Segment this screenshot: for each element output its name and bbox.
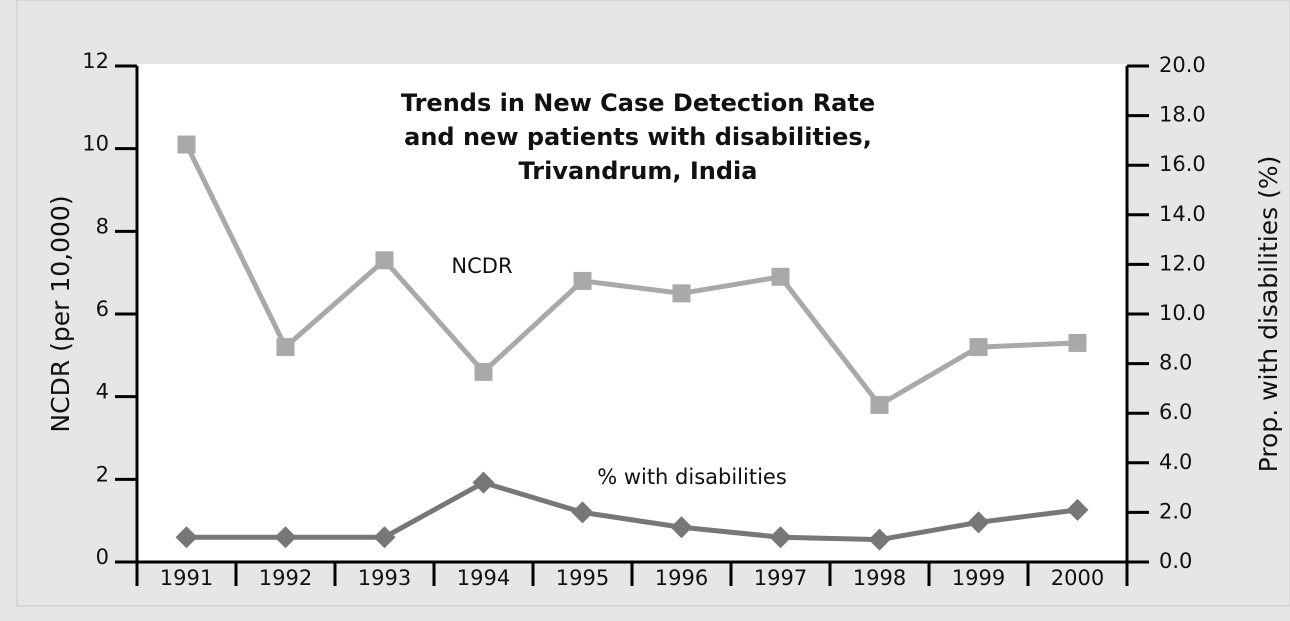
chart-title: and new patients with disabilities,: [404, 123, 872, 151]
y2-tick-label: 20.0: [1159, 53, 1206, 77]
y2-tick-label: 8.0: [1159, 351, 1192, 375]
marker: [375, 251, 394, 270]
marker: [1066, 498, 1089, 521]
chart-title: Trends in New Case Detection Rate: [401, 89, 875, 117]
marker: [177, 135, 196, 154]
marker: [276, 338, 295, 357]
y2-tick-label: 16.0: [1159, 152, 1206, 176]
marker: [274, 526, 297, 549]
marker: [573, 271, 592, 290]
marker: [771, 267, 790, 286]
y-axis-title: NCDR (per 10,000): [46, 195, 75, 432]
x-tick-label: 1991: [160, 566, 213, 590]
marker: [1068, 333, 1087, 352]
y2-tick-label: 12.0: [1159, 251, 1206, 275]
x-tick-label: 1994: [457, 566, 510, 590]
series-line: [186, 479, 1078, 543]
plot-area: [137, 64, 1127, 562]
x-tick-label: 2000: [1051, 566, 1104, 590]
marker: [373, 526, 396, 549]
series-label: NCDR: [451, 254, 512, 278]
marker: [571, 501, 594, 524]
y2-tick-label: 14.0: [1159, 202, 1206, 226]
x-tick-label: 1996: [655, 566, 708, 590]
series-line: [184, 143, 1078, 409]
chart-title: Trivandrum, India: [519, 157, 758, 185]
frame: [16, 0, 1290, 607]
series-label: % with disabilities: [597, 465, 787, 489]
marker: [670, 516, 693, 539]
y-tick-label: 10: [82, 132, 109, 156]
y2-tick-label: 4.0: [1159, 450, 1192, 474]
marker: [769, 526, 792, 549]
x-tick-label: 1998: [853, 566, 906, 590]
y-tick-label: 6: [96, 297, 109, 321]
marker: [474, 362, 493, 381]
marker: [969, 338, 988, 357]
y2-tick-label: 6.0: [1159, 400, 1192, 424]
marker: [672, 284, 691, 303]
y-tick-label: 8: [96, 214, 109, 238]
x-tick-label: 1997: [754, 566, 807, 590]
marker: [175, 526, 198, 549]
y-tick-label: 0: [96, 545, 109, 569]
x-tick-label: 1993: [358, 566, 411, 590]
marker: [967, 511, 990, 534]
y2-tick-label: 2.0: [1159, 499, 1192, 523]
y2-tick-label: 10.0: [1159, 301, 1206, 325]
y-tick-label: 4: [96, 380, 109, 404]
marker: [868, 528, 891, 551]
y2-tick-label: 18.0: [1159, 103, 1206, 127]
marker: [870, 395, 889, 414]
y2-axis-title: Prop. with disabilities (%): [1254, 156, 1283, 473]
y-tick-label: 2: [96, 462, 109, 486]
x-tick-label: 1999: [952, 566, 1005, 590]
y2-tick-label: 0.0: [1159, 549, 1192, 573]
y-tick-label: 12: [82, 49, 109, 73]
x-tick-label: 1992: [259, 566, 312, 590]
marker: [472, 471, 495, 494]
x-tick-label: 1995: [556, 566, 609, 590]
